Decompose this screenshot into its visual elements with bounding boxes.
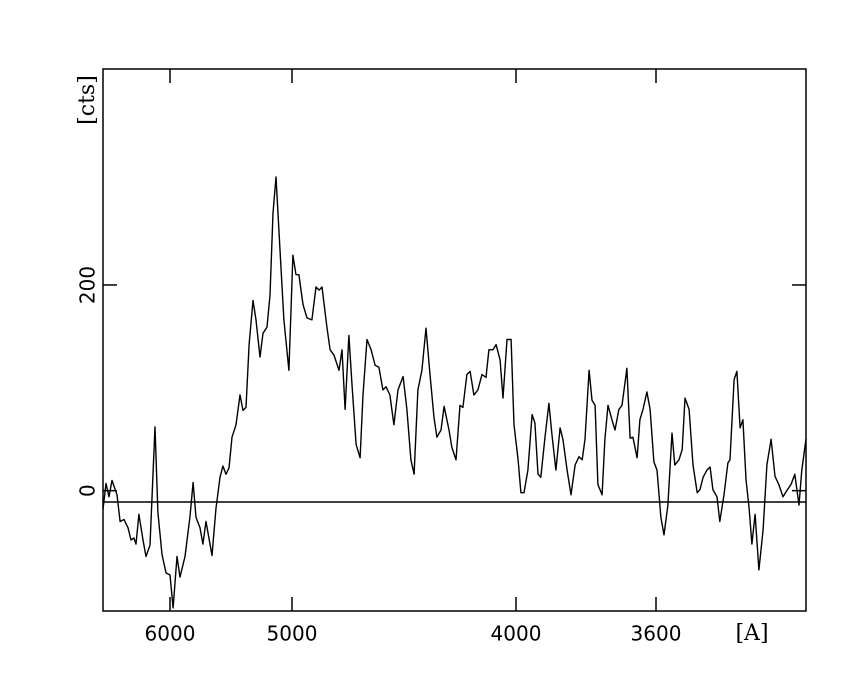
x-tick-label: 4000 <box>491 622 542 646</box>
y-tick-label: 200 <box>76 266 100 304</box>
x-tick-label: 5000 <box>267 622 318 646</box>
x-axis-label: [A] <box>735 621 768 646</box>
y-axis-label: [cts] <box>75 75 100 125</box>
spectrum-line <box>102 176 807 609</box>
x-tick-label: 6000 <box>145 622 196 646</box>
y-tick-label: 0 <box>76 484 100 497</box>
x-tick-label: 3600 <box>631 622 682 646</box>
plot-frame <box>102 68 807 612</box>
